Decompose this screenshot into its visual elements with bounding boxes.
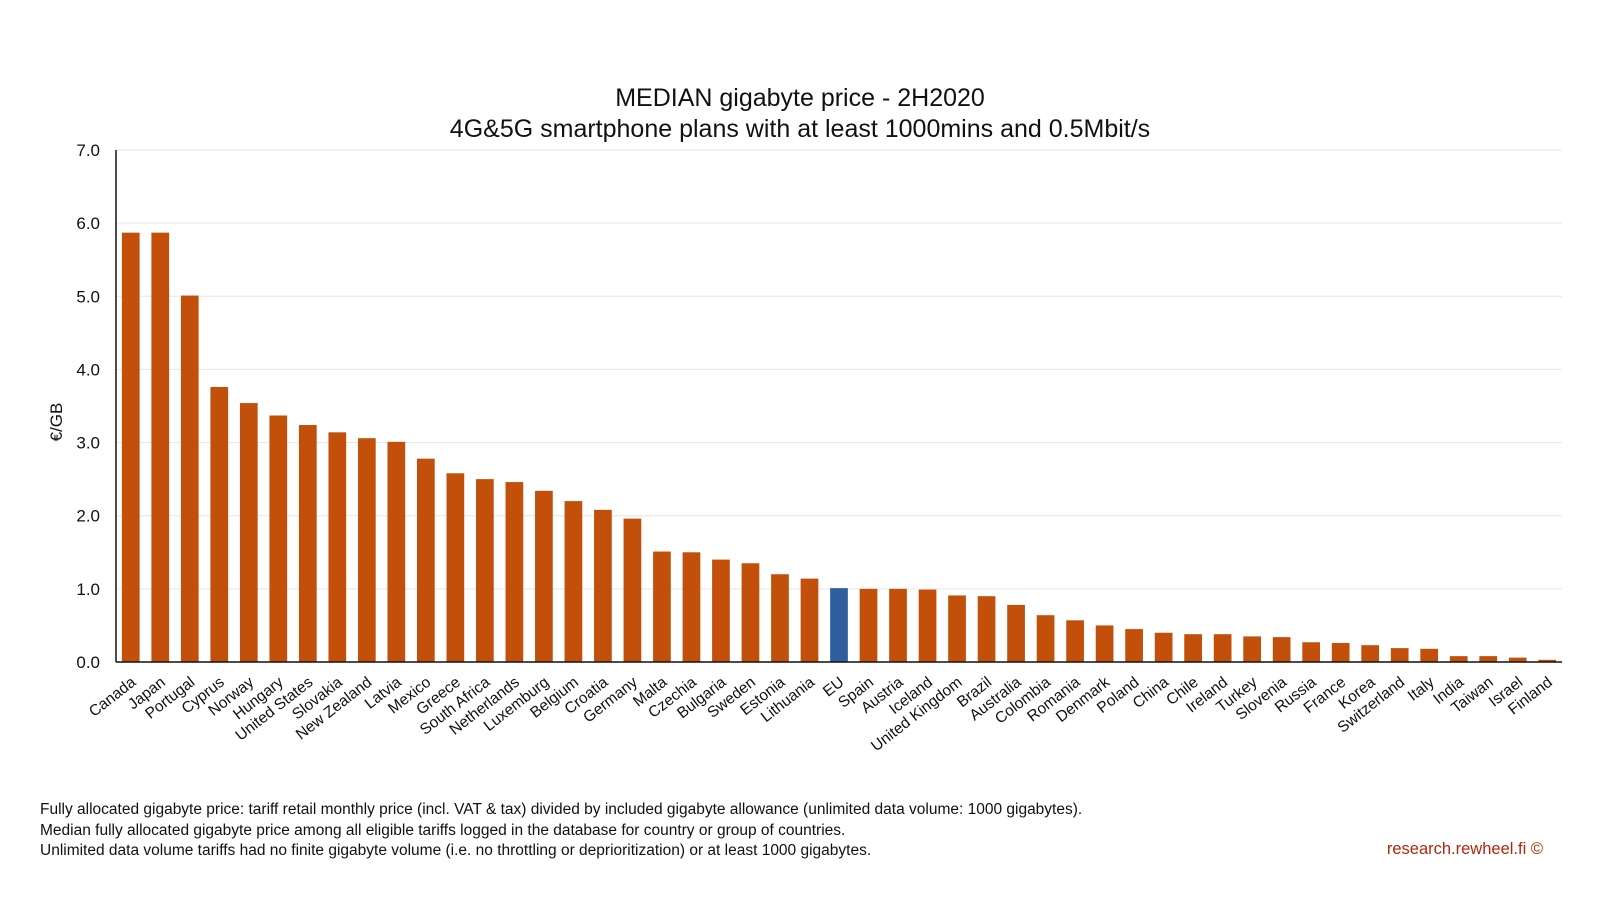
bar-germany (623, 518, 642, 662)
bar-turkey (1243, 636, 1261, 662)
bar-norway (239, 403, 258, 662)
chart-title: MEDIAN gigabyte price - 2H2020 (615, 84, 985, 112)
bar-australia (1007, 604, 1025, 662)
bar-south-africa (476, 479, 494, 662)
footnote-line: Unlimited data volume tariffs had no fin… (40, 842, 872, 859)
y-tick-label: 2.0 (76, 507, 100, 526)
y-tick-label: 5.0 (76, 287, 100, 306)
bar-slovakia (328, 432, 347, 662)
y-tick-labels: 0.0 1.0 2.0 3.0 4.0 5.0 6.0 7.0 (76, 141, 100, 672)
bar-czechia (682, 552, 701, 662)
bars (121, 232, 1557, 662)
bar-lithuania (800, 578, 819, 662)
bar-colombia (1036, 615, 1055, 662)
bar-taiwan (1479, 656, 1498, 662)
bar-poland (1125, 629, 1143, 662)
source-credit: research.rewheel.fi © (1386, 840, 1543, 858)
bar-united-states (298, 425, 317, 662)
bar-iceland (918, 589, 937, 662)
bar-romania (1066, 620, 1084, 662)
bar-netherlands (505, 482, 524, 662)
bar-eu (830, 588, 848, 662)
bar-canada (121, 232, 140, 662)
bar-israel (1508, 657, 1527, 662)
footnote-line: Median fully allocated gigabyte price am… (40, 821, 846, 839)
bar-denmark (1095, 625, 1114, 662)
bar-new-zealand (357, 438, 376, 662)
bar-brazil (977, 596, 996, 662)
bar-finland (1538, 659, 1557, 662)
bar-italy (1420, 648, 1439, 662)
bar-korea (1361, 645, 1380, 662)
x-tick-label: Italy (1405, 674, 1438, 705)
y-tick-label: 0.0 (76, 653, 100, 672)
y-tick-label: 4.0 (76, 360, 100, 379)
bar-india (1449, 656, 1468, 662)
bar-chile (1184, 634, 1202, 662)
bar-belgium (564, 501, 583, 662)
bar-austria (889, 588, 907, 662)
bar-estonia (771, 574, 789, 662)
bar-greece (446, 473, 465, 662)
bar-japan (151, 232, 170, 662)
bar-ireland (1213, 634, 1232, 662)
bar-portugal (180, 295, 199, 662)
bar-switzerland (1390, 648, 1409, 662)
y-tick-label: 6.0 (76, 214, 100, 233)
bar-latvia (387, 441, 406, 662)
footnotes: Fully allocated gigabyte price: tariff r… (40, 800, 1082, 862)
y-tick-label: 3.0 (76, 434, 100, 453)
bar-croatia (594, 509, 612, 662)
x-category-labels: CanadaJapanPortugalCyprusNorwayHungaryUn… (86, 674, 1556, 756)
gridlines (116, 149, 1562, 590)
y-axis-title: €/GB (47, 403, 66, 442)
bar-cyprus (210, 386, 229, 662)
chart-subtitle: 4G&5G smartphone plans with at least 100… (450, 115, 1150, 143)
bar-hungary (269, 415, 288, 662)
bar-malta (653, 551, 671, 662)
bar-china (1154, 632, 1173, 662)
y-tick-label: 1.0 (76, 580, 100, 599)
bar-united-kingdom (948, 595, 966, 662)
footnote-line: Fully allocated gigabyte price: tariff r… (40, 801, 1083, 818)
y-tick-label: 7.0 (76, 141, 100, 160)
bar-spain (859, 588, 878, 662)
bar-mexico (417, 458, 435, 662)
bar-bulgaria (712, 559, 730, 662)
bar-sweden (741, 563, 760, 662)
bar-france (1331, 642, 1350, 662)
bar-russia (1302, 642, 1321, 662)
bar-slovenia (1272, 637, 1291, 662)
axes (115, 150, 1562, 663)
bar-luxemburg (535, 490, 553, 662)
